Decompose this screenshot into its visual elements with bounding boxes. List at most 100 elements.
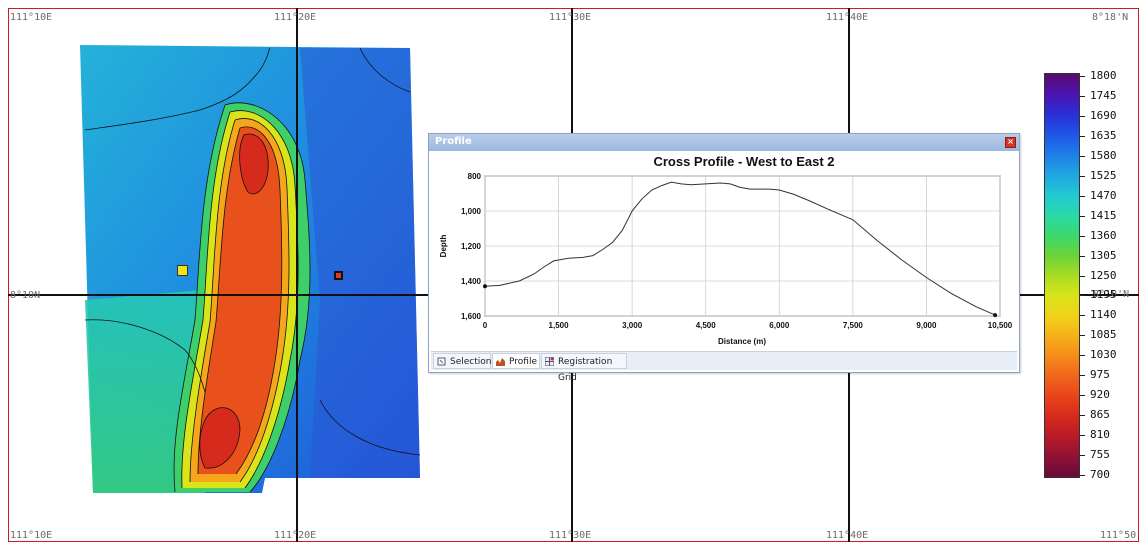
chart-grid [484,175,1001,317]
colorbar-label: 755 [1090,448,1110,461]
colorbar-tick [1080,236,1085,237]
window-title: Profile [435,136,472,147]
graticule-line-v1 [296,8,298,542]
y-axis-label: Depth [439,235,448,258]
colorbar-label: 810 [1090,428,1110,441]
colorbar-tick [1080,295,1085,296]
tab-selection[interactable]: Selection [433,353,491,369]
coord-label: 111°40E [826,12,869,23]
close-icon[interactable]: × [1005,137,1016,148]
colorbar-tick [1080,395,1085,396]
colorbar-tick [1080,136,1085,137]
x-axis-label: Distance (m) [718,337,766,346]
ridge-crest [198,126,282,474]
chart-title: Cross Profile - West to East 2 [653,154,834,169]
colorbar-label: 1745 [1090,89,1117,102]
deep-east [300,48,420,478]
coord-label: 8°18'N [1092,12,1129,23]
y-axis: 800 1,000 1,200 1,400 1,600 [461,172,482,321]
colorbar-tick [1080,415,1085,416]
profile-chart: Cross Profile - West to East 2 800 1,000 1… [439,154,1013,346]
colorbar-tick [1080,176,1085,177]
colorbar-tick [1080,335,1085,336]
coord-label: 111°20E [274,530,317,541]
contour-lines [84,47,421,493]
tab-label: Registration Grid [558,357,613,383]
profile-chart-icon [496,358,505,366]
colorbar-tick [1080,216,1085,217]
coord-label: 111°50 [1100,530,1137,541]
profile-series-line [484,181,996,316]
colorbar-label: 1800 [1090,69,1117,82]
x-tick-label: 7,500 [843,321,864,330]
x-tick-label: 1,500 [549,321,570,330]
coord-label: 111°10E [10,530,53,541]
tab-label: Selection [450,357,492,367]
tab-registration-grid[interactable]: Registration Grid [541,353,627,383]
coord-label: 8°10'N [1093,289,1130,300]
tab-label: Profile [509,357,537,367]
y-tick-label: 1,000 [461,207,482,216]
profile-end-point [993,313,998,318]
colorbar-tick [1080,435,1085,436]
coord-label: 111°20E [274,12,317,23]
x-tick-label: 0 [483,321,488,330]
selection-icon [437,357,446,366]
colorbar-label: 1580 [1090,149,1117,162]
map-frame [8,8,1139,542]
profile-window[interactable]: Profile × Cross Profile - West to East 2… [428,133,1020,383]
colorbar-label: 700 [1090,468,1110,481]
coord-label: 111°40E [826,530,869,541]
colorbar-label: 920 [1090,388,1110,401]
colorbar-label: 1305 [1090,249,1117,262]
x-tick-label: 9,000 [916,321,937,330]
colorbar-tick [1080,315,1085,316]
colorbar-label: 1085 [1090,328,1117,341]
colorbar-tick [1080,76,1085,77]
colorbar-tick [1080,156,1085,157]
colorbar-label: 1195 [1090,288,1117,301]
registration-grid-icon [545,357,554,366]
x-axis: 0 1,500 3,000 4,500 6,000 7,500 9,000 10,500 [483,321,1013,330]
colorbar-tick [1080,256,1085,257]
y-tick-label: 800 [468,172,482,181]
colorbar-tick [1080,196,1085,197]
colorbar-tick [1080,96,1085,97]
colorbar-label: 865 [1090,408,1110,421]
colorbar-label: 1635 [1090,129,1117,142]
profile-end-marker[interactable] [334,271,343,280]
x-tick-label: 6,000 [769,321,790,330]
profile-tabbar: Selection Profile Registration Grid [431,351,1017,383]
colorbar-tick [1080,475,1085,476]
y-tick-label: 1,200 [461,242,482,251]
colorbar-label: 975 [1090,368,1110,381]
y-tick-label: 1,600 [461,312,482,321]
y-tick-label: 1,400 [461,277,482,286]
x-tick-label: 4,500 [696,321,717,330]
colorbar-label: 1470 [1090,189,1117,202]
colorbar-label: 1415 [1090,209,1117,222]
ridge-peak-south [199,407,240,469]
x-tick-label: 3,000 [622,321,643,330]
depth-colorbar [1044,73,1080,478]
colorbar-tick [1080,355,1085,356]
profile-window-titlebar[interactable]: Profile × [429,134,1019,151]
tab-profile[interactable]: Profile [492,353,540,369]
x-tick-label: 10,500 [988,321,1013,330]
profile-start-point [483,284,487,289]
coord-label: 111°30E [549,530,592,541]
coord-label: 111°30E [549,12,592,23]
profile-start-marker[interactable] [177,265,188,276]
coord-label: 8°10N [10,290,41,301]
colorbar-label: 1360 [1090,229,1117,242]
ridge-peak-north [239,134,269,194]
colorbar-label: 1525 [1090,169,1117,182]
colorbar-tick [1080,116,1085,117]
colorbar-label: 1250 [1090,269,1117,282]
colorbar-label: 1030 [1090,348,1117,361]
colorbar-label: 1690 [1090,109,1117,122]
coord-label: 111°10E [10,12,53,23]
colorbar-tick [1080,276,1085,277]
colorbar-label: 1140 [1090,308,1117,321]
